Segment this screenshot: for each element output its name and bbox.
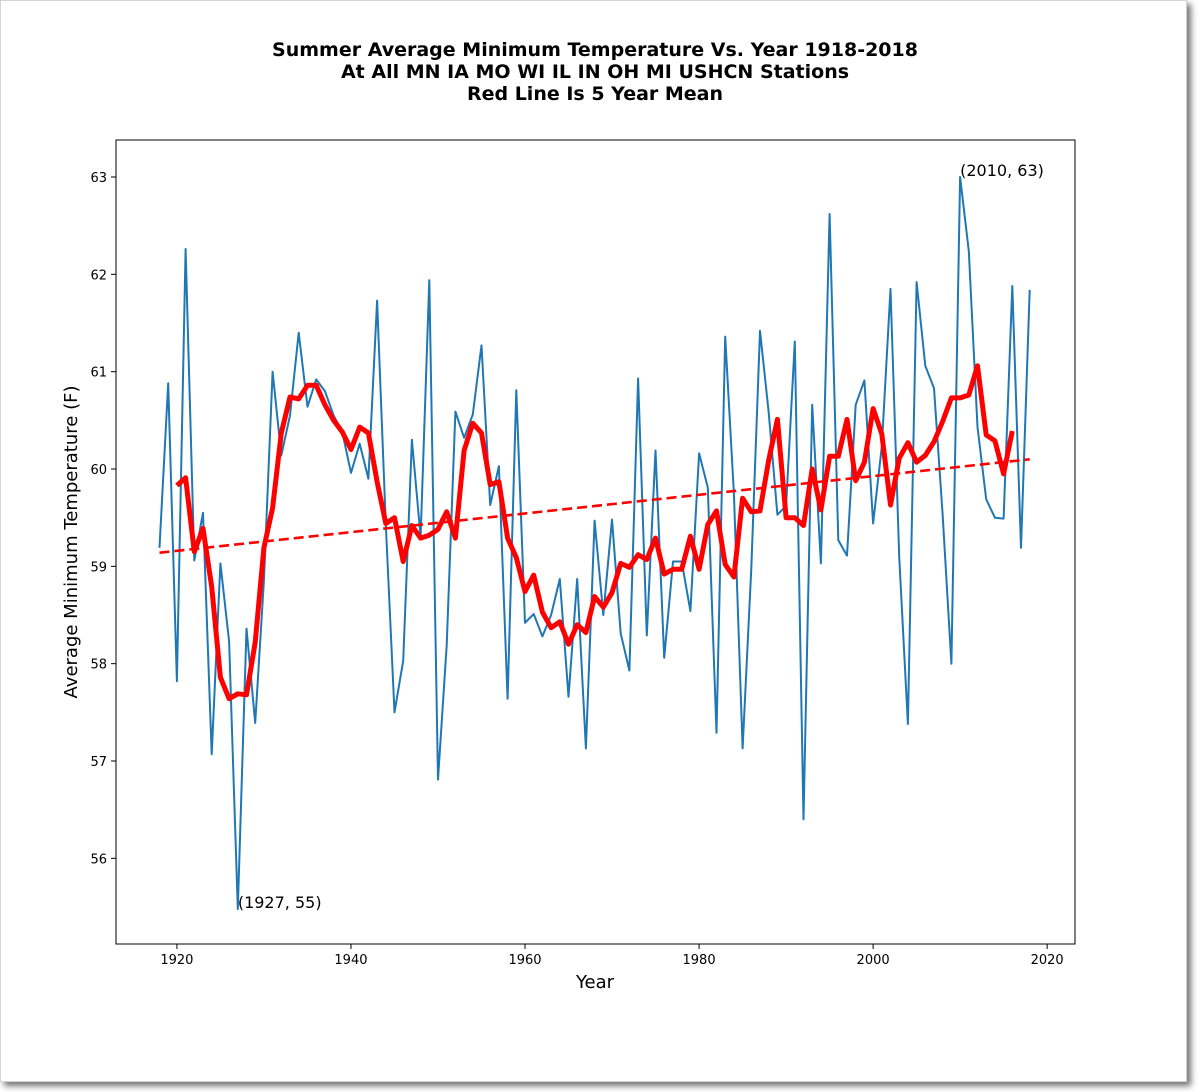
y-tick-label: 57 bbox=[90, 755, 107, 770]
x-tick-label: 1940 bbox=[334, 953, 367, 968]
annotations: (1927, 55) (2010, 63) bbox=[238, 161, 1044, 912]
x-axis-label: Year bbox=[575, 972, 615, 993]
mean-series-line bbox=[175, 363, 1015, 702]
y-axis-label: Average Minimum Temperature (F) bbox=[61, 386, 82, 699]
y-tick-label: 62 bbox=[90, 268, 107, 283]
point-annotation: (1927, 55) bbox=[238, 893, 322, 912]
chart-title-line-1: Summer Average Minimum Temperature Vs. Y… bbox=[272, 39, 918, 61]
y-tick-label: 59 bbox=[90, 560, 107, 575]
axes-frame bbox=[115, 139, 1076, 945]
chart-title-line-3: Red Line Is 5 Year Mean bbox=[467, 83, 723, 105]
plot-area bbox=[158, 176, 1031, 910]
annual-series-line bbox=[158, 176, 1031, 910]
chart: Summer Average Minimum Temperature Vs. Y… bbox=[61, 39, 1076, 993]
x-tick-label: 2020 bbox=[1031, 953, 1064, 968]
y-tick-label: 56 bbox=[90, 852, 107, 867]
y-tick-label: 58 bbox=[90, 658, 107, 673]
y-tick-label: 60 bbox=[90, 463, 107, 478]
x-tick-label: 1980 bbox=[683, 953, 716, 968]
point-annotation: (2010, 63) bbox=[960, 161, 1044, 180]
y-tick-label: 61 bbox=[90, 366, 107, 381]
y-tick-label: 63 bbox=[90, 171, 107, 186]
chart-title-line-2: At All MN IA MO WI IL IN OH MI USHCN Sta… bbox=[341, 61, 849, 83]
axes-ticks: 1920 1940 1960 1980 2000 2020 56 57 58 59 60 61 62 63 bbox=[90, 171, 1063, 968]
x-tick-label: 1920 bbox=[160, 953, 193, 968]
x-tick-label: 2000 bbox=[857, 953, 890, 968]
x-tick-label: 1960 bbox=[508, 953, 541, 968]
